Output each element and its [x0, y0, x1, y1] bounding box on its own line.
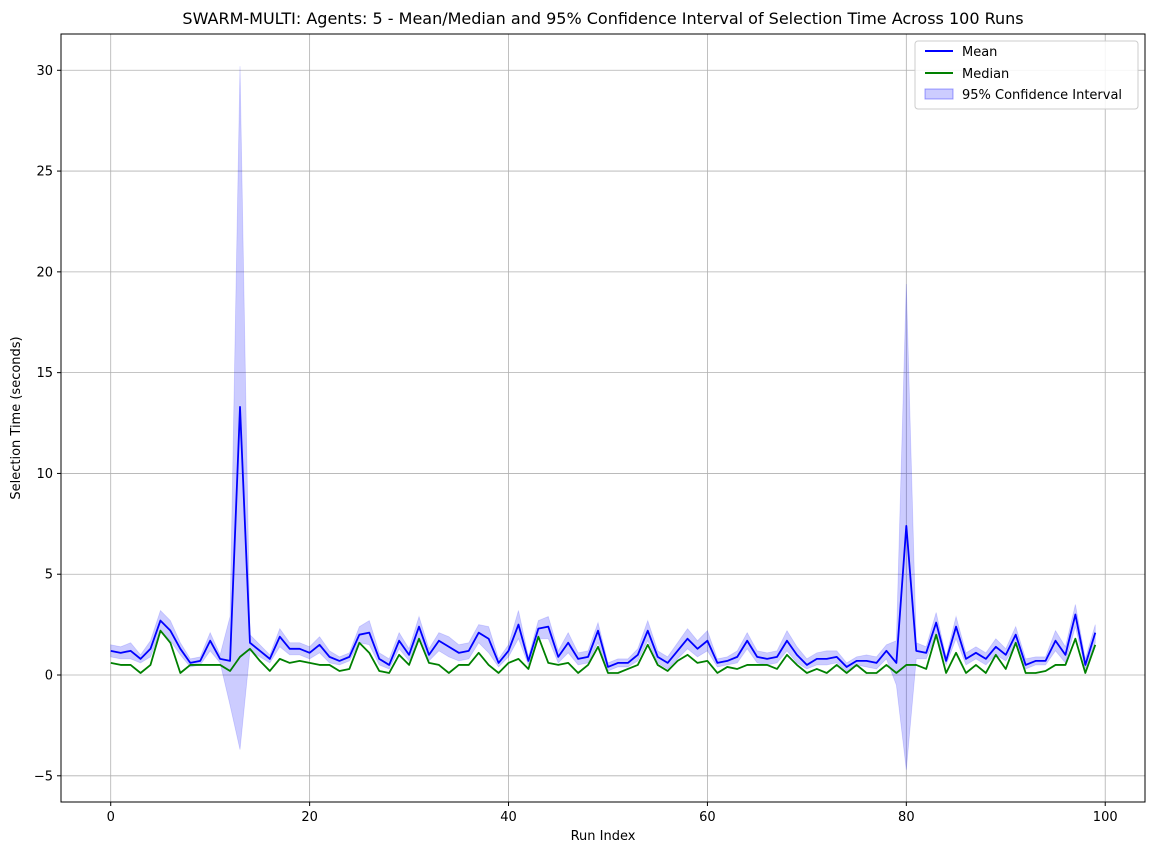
ci-band [110, 66, 1096, 770]
x-tick-label: 60 [699, 810, 716, 825]
series-lines-layer [110, 406, 1097, 674]
x-tick-label: 80 [898, 810, 915, 825]
y-tick-label: −5 [34, 769, 53, 784]
plot-frame [60, 33, 1146, 803]
x-axis-label: Run Index [571, 829, 636, 844]
x-tick-label: 0 [107, 810, 115, 825]
y-tick-label: 5 [45, 568, 53, 583]
confidence-band-layer [110, 66, 1096, 770]
y-tick-label: 10 [36, 467, 53, 482]
grid [61, 34, 1145, 802]
y-tick-label: 30 [36, 64, 53, 79]
x-tick-label: 100 [1093, 810, 1118, 825]
y-tick-label: 0 [45, 669, 53, 684]
legend: Mean Median 95% Confidence Interval [914, 40, 1139, 110]
x-tick-label: 20 [301, 810, 318, 825]
y-axis: −5 0 5 10 15 20 25 30 [34, 64, 61, 784]
legend-mean-label: Mean [962, 45, 997, 60]
y-tick-label: 20 [36, 265, 53, 280]
mean-line [110, 406, 1097, 668]
x-tick-label: 40 [500, 810, 517, 825]
y-tick-label: 25 [36, 165, 53, 180]
median-line [110, 629, 1097, 674]
legend-ci-label: 95% Confidence Interval [962, 88, 1122, 103]
x-axis: 0 20 40 60 80 100 [107, 802, 1118, 825]
y-axis-label: Selection Time (seconds) [9, 336, 24, 499]
legend-ci-swatch [924, 88, 954, 100]
chart-title: SWARM-MULTI: Agents: 5 - Mean/Median and… [182, 9, 1023, 28]
legend-median-label: Median [962, 67, 1009, 82]
y-tick-label: 15 [36, 366, 53, 381]
legend-box [914, 40, 1139, 110]
